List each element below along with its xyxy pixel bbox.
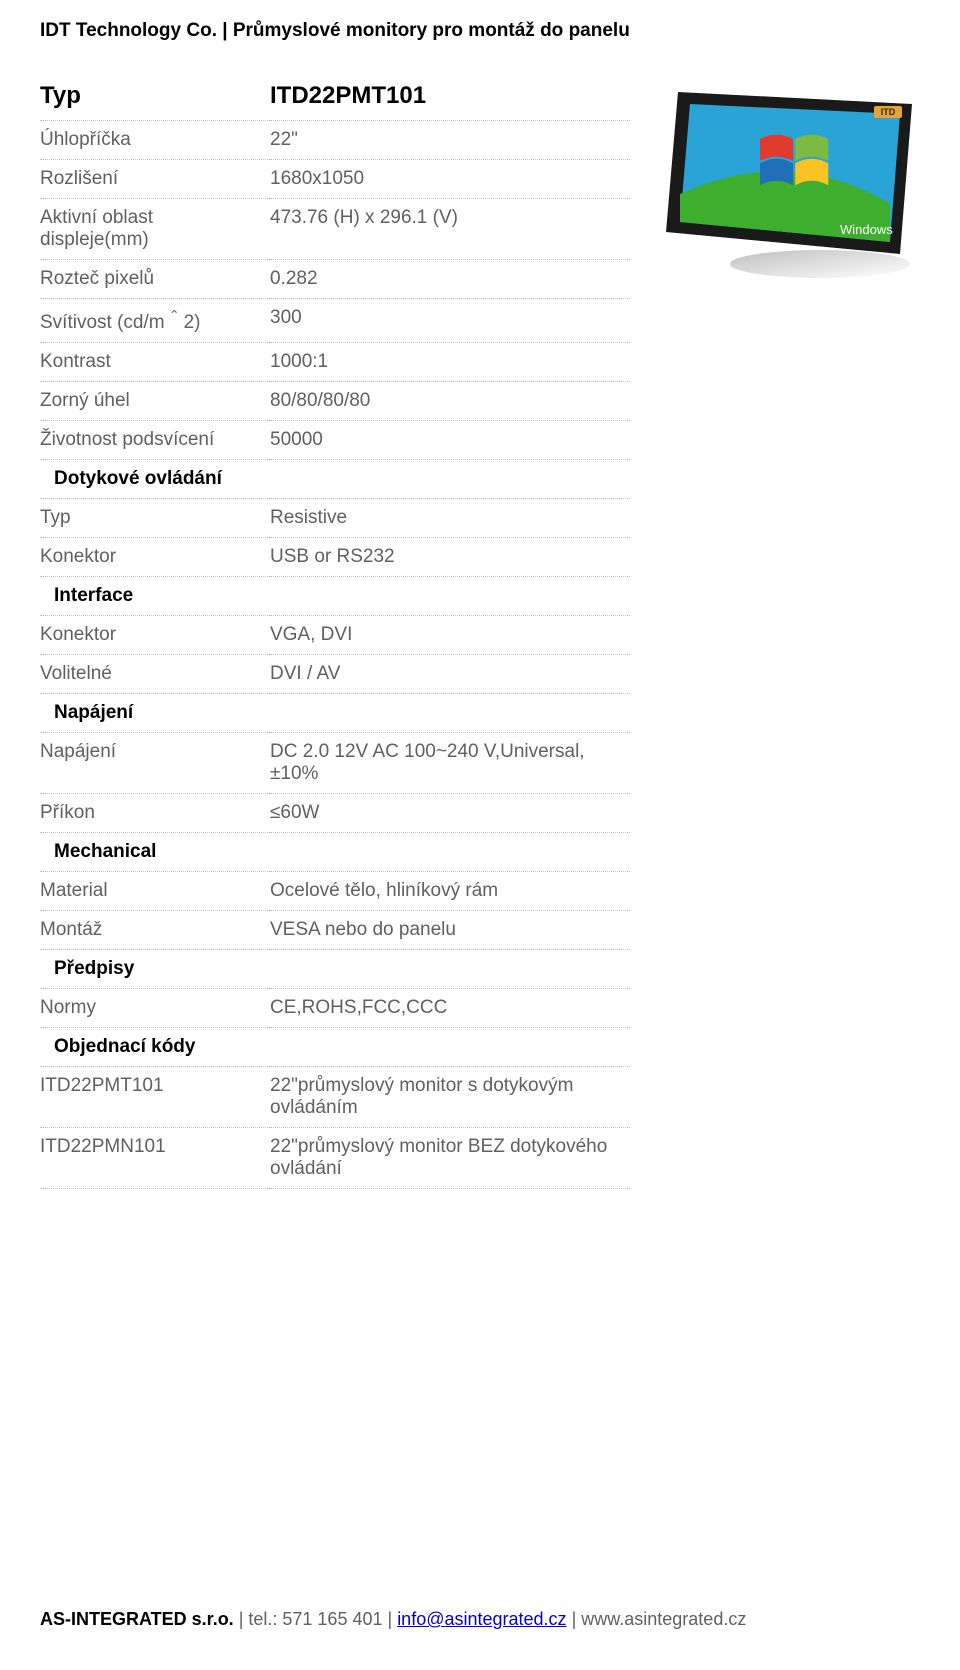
table-row: Příkon≤60W bbox=[40, 794, 630, 833]
spec-label: Interface bbox=[40, 577, 270, 616]
table-row: Rozlišení1680x1050 bbox=[40, 160, 630, 199]
header-sep: | bbox=[217, 20, 233, 41]
footer-sep3: | bbox=[567, 1609, 582, 1629]
spec-value: ITD22PMT101 bbox=[270, 78, 630, 121]
spec-label: Typ bbox=[40, 499, 270, 538]
spec-label: Napájení bbox=[40, 733, 270, 794]
table-row: TypResistive bbox=[40, 499, 630, 538]
spec-value: 50000 bbox=[270, 421, 630, 460]
spec-value: DVI / AV bbox=[270, 655, 630, 694]
table-row: ITD22PMT10122"průmyslový monitor s dotyk… bbox=[40, 1067, 630, 1128]
table-row: Životnost podsvícení50000 bbox=[40, 421, 630, 460]
spec-label: Rozlišení bbox=[40, 160, 270, 199]
spec-label: Material bbox=[40, 872, 270, 911]
spec-label: Zorný úhel bbox=[40, 382, 270, 421]
spec-label: Typ bbox=[40, 78, 270, 121]
table-row: Svítivost (cd/m＾2)300 bbox=[40, 299, 630, 343]
table-row: TypITD22PMT101 bbox=[40, 78, 630, 121]
spec-value: 22"průmyslový monitor BEZ dotykového ovl… bbox=[270, 1128, 630, 1189]
spec-value bbox=[270, 577, 630, 616]
spec-value: 22"průmyslový monitor s dotykovým ovládá… bbox=[270, 1067, 630, 1128]
table-row: KonektorVGA, DVI bbox=[40, 616, 630, 655]
monitor-illustration: Windows ITD bbox=[660, 84, 920, 284]
spec-label: ITD22PMT101 bbox=[40, 1067, 270, 1128]
spec-value: 1680x1050 bbox=[270, 160, 630, 199]
table-row: Aktivní oblast displeje(mm)473.76 (H) x … bbox=[40, 199, 630, 260]
spec-value: VESA nebo do panelu bbox=[270, 911, 630, 950]
page-footer: AS-INTEGRATED s.r.o. | tel.: 571 165 401… bbox=[40, 1609, 746, 1630]
table-row: ITD22PMN10122"průmyslový monitor BEZ dot… bbox=[40, 1128, 630, 1189]
spec-label: Normy bbox=[40, 989, 270, 1028]
spec-value: VGA, DVI bbox=[270, 616, 630, 655]
spec-label: Objednací kódy bbox=[40, 1028, 270, 1067]
table-row: Rozteč pixelů0.282 bbox=[40, 260, 630, 299]
footer-sep2: | bbox=[383, 1609, 398, 1629]
spec-value bbox=[270, 833, 630, 872]
header-subtitle: Průmyslové monitory pro montáž do panelu bbox=[233, 20, 630, 41]
section-header-row: Napájení bbox=[40, 694, 630, 733]
spec-value: DC 2.0 12V AC 100~240 V,Universal,±10% bbox=[270, 733, 630, 794]
table-row: Úhlopříčka22" bbox=[40, 121, 630, 160]
spec-label: Životnost podsvícení bbox=[40, 421, 270, 460]
table-row: MontážVESA nebo do panelu bbox=[40, 911, 630, 950]
section-header-row: Interface bbox=[40, 577, 630, 616]
spec-value: 80/80/80/80 bbox=[270, 382, 630, 421]
spec-label: Napájení bbox=[40, 694, 270, 733]
spec-label: Mechanical bbox=[40, 833, 270, 872]
spec-value: Ocelové tělo, hliníkový rám bbox=[270, 872, 630, 911]
footer-sep1: | tel.: bbox=[234, 1609, 283, 1629]
spec-label: Konektor bbox=[40, 538, 270, 577]
spec-value: Resistive bbox=[270, 499, 630, 538]
spec-value bbox=[270, 694, 630, 733]
spec-label: Konektor bbox=[40, 616, 270, 655]
spec-value: ≤60W bbox=[270, 794, 630, 833]
product-image: Windows ITD bbox=[660, 78, 920, 289]
page-header: IDT Technology Co. | Průmyslové monitory… bbox=[40, 20, 920, 42]
table-row: MaterialOcelové tělo, hliníkový rám bbox=[40, 872, 630, 911]
spec-label: Předpisy bbox=[40, 950, 270, 989]
windows-label: Windows bbox=[840, 222, 893, 237]
spec-value: 473.76 (H) x 296.1 (V) bbox=[270, 199, 630, 260]
spec-label: Dotykové ovládání bbox=[40, 460, 270, 499]
spec-table: TypITD22PMT101Úhlopříčka22"Rozlišení1680… bbox=[40, 78, 630, 1189]
spec-value: 1000:1 bbox=[270, 343, 630, 382]
section-header-row: Dotykové ovládání bbox=[40, 460, 630, 499]
spec-label: ITD22PMN101 bbox=[40, 1128, 270, 1189]
footer-email-link[interactable]: info@asintegrated.cz bbox=[397, 1609, 566, 1629]
spec-label: Kontrast bbox=[40, 343, 270, 382]
spec-value bbox=[270, 1028, 630, 1067]
table-row: Kontrast1000:1 bbox=[40, 343, 630, 382]
footer-url: www.asintegrated.cz bbox=[581, 1609, 746, 1629]
section-header-row: Předpisy bbox=[40, 950, 630, 989]
spec-label: Aktivní oblast displeje(mm) bbox=[40, 199, 270, 260]
spec-value bbox=[270, 950, 630, 989]
table-row: KonektorUSB or RS232 bbox=[40, 538, 630, 577]
spec-value bbox=[270, 460, 630, 499]
spec-label: Příkon bbox=[40, 794, 270, 833]
table-row: NormyCE,ROHS,FCC,CCC bbox=[40, 989, 630, 1028]
spec-label: Volitelné bbox=[40, 655, 270, 694]
footer-phone: 571 165 401 bbox=[282, 1609, 382, 1629]
spec-label: Svítivost (cd/m＾2) bbox=[40, 299, 270, 343]
spec-label: Rozteč pixelů bbox=[40, 260, 270, 299]
spec-label: Úhlopříčka bbox=[40, 121, 270, 160]
spec-value: 22" bbox=[270, 121, 630, 160]
spec-label: Montáž bbox=[40, 911, 270, 950]
section-header-row: Objednací kódy bbox=[40, 1028, 630, 1067]
spec-value: USB or RS232 bbox=[270, 538, 630, 577]
spec-value: CE,ROHS,FCC,CCC bbox=[270, 989, 630, 1028]
itd-badge-text: ITD bbox=[881, 107, 896, 117]
section-header-row: Mechanical bbox=[40, 833, 630, 872]
footer-company: AS-INTEGRATED s.r.o. bbox=[40, 1609, 234, 1629]
table-row: NapájeníDC 2.0 12V AC 100~240 V,Universa… bbox=[40, 733, 630, 794]
table-row: VolitelnéDVI / AV bbox=[40, 655, 630, 694]
spec-value: 300 bbox=[270, 299, 630, 343]
header-company: IDT Technology Co. bbox=[40, 20, 217, 41]
spec-value: 0.282 bbox=[270, 260, 630, 299]
table-row: Zorný úhel80/80/80/80 bbox=[40, 382, 630, 421]
